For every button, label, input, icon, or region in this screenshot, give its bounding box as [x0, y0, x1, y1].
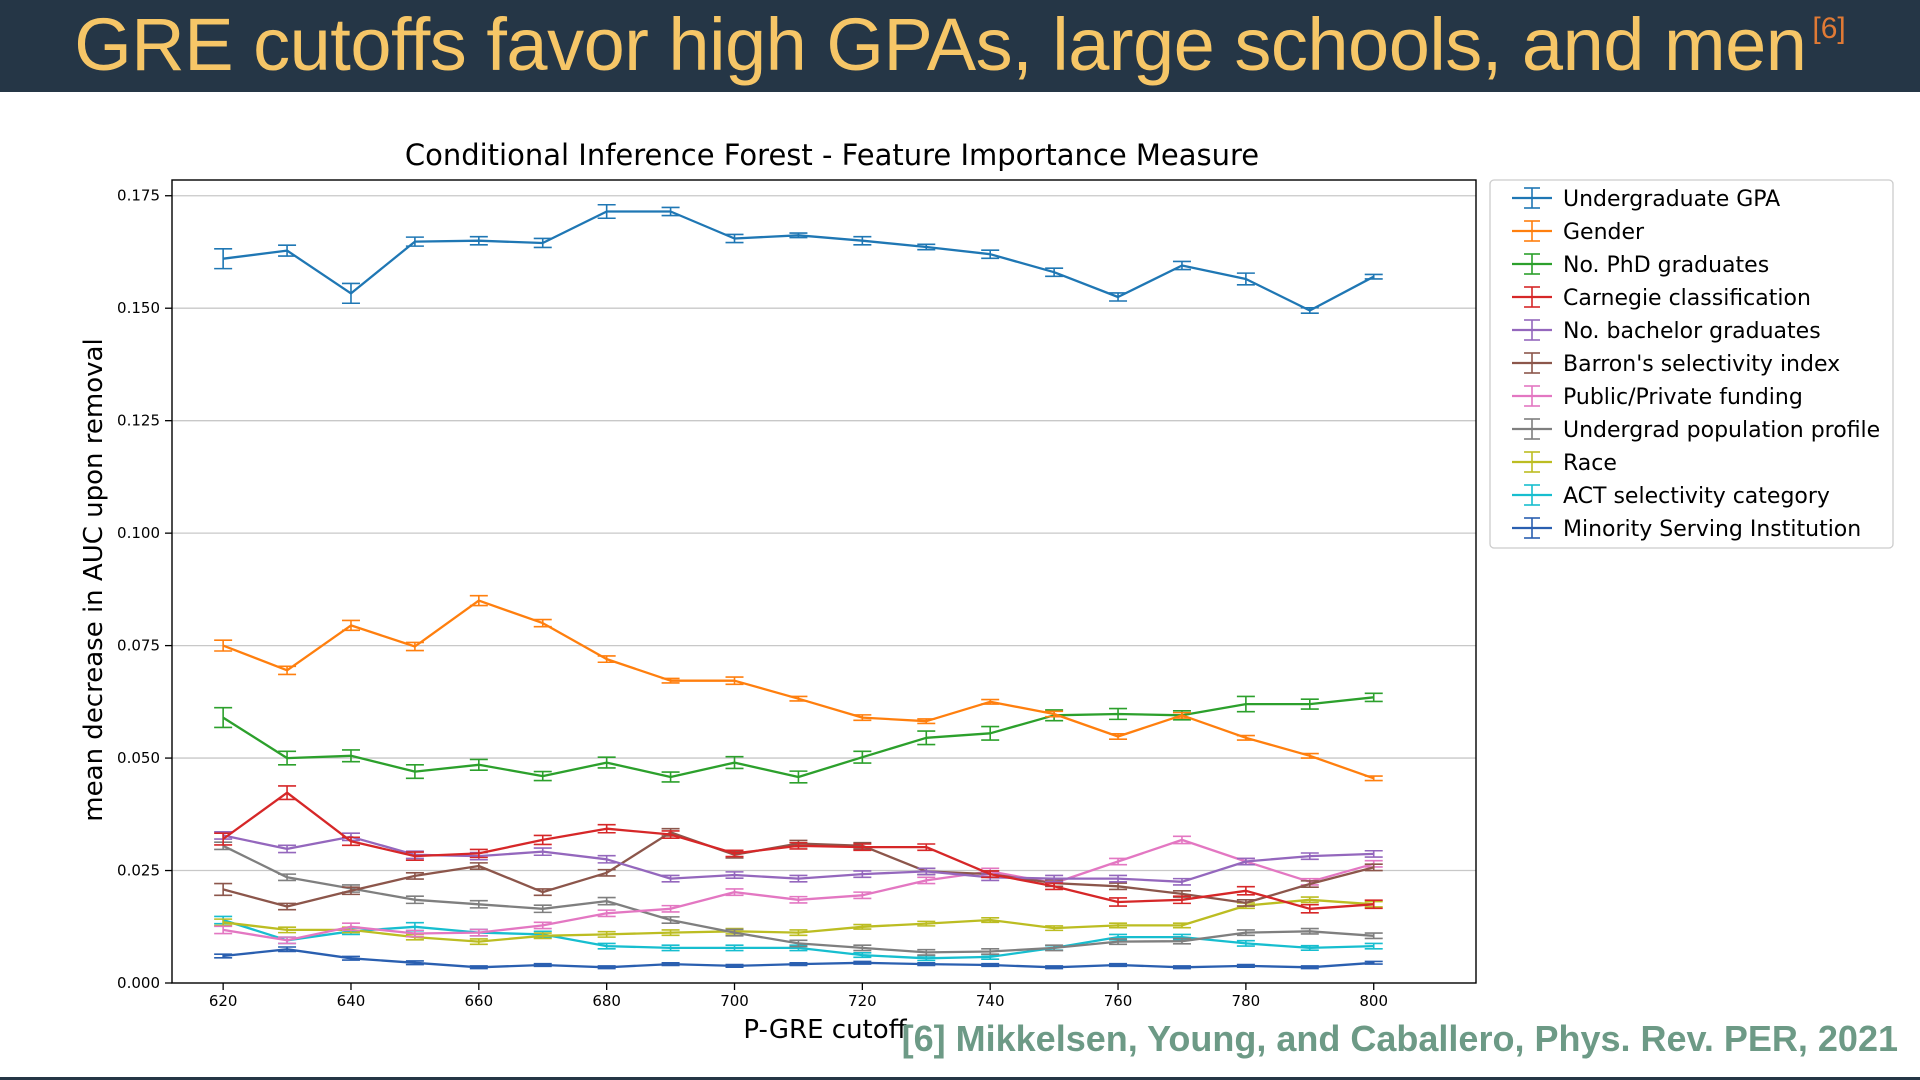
series: [214, 946, 1383, 970]
x-tick-label: 800: [1359, 992, 1388, 1010]
y-tick-label: 0.100: [117, 524, 160, 542]
legend-entry: Barron's selectivity index: [1512, 352, 1840, 377]
legend-label: Gender: [1563, 220, 1645, 245]
y-tick-label: 0.125: [117, 412, 160, 430]
chart-title: Conditional Inference Forest - Feature I…: [405, 138, 1259, 172]
legend-entry: ACT selectivity category: [1512, 484, 1830, 509]
legend-label: ACT selectivity category: [1563, 484, 1830, 509]
x-tick-label: 640: [337, 992, 366, 1010]
legend-entry: Public/Private funding: [1512, 385, 1803, 410]
title-bar: GRE cutoffs favor high GPAs, large schoo…: [0, 0, 1920, 92]
y-tick-label: 0.050: [117, 749, 160, 767]
series-line: [222, 838, 1375, 942]
y-tick-label: 0.000: [117, 974, 160, 992]
bottom-rule: [0, 1077, 1920, 1080]
legend-box: [1489, 179, 1894, 549]
series: [214, 594, 1383, 782]
title-reference: [6]: [1812, 12, 1846, 45]
series-line: [222, 599, 1375, 780]
legend-label: Public/Private funding: [1563, 385, 1803, 410]
x-tick-label: 620: [209, 992, 238, 1010]
x-tick-label: 680: [592, 992, 621, 1010]
legend-entry: Gender: [1512, 220, 1645, 245]
legend-label: No. PhD graduates: [1563, 253, 1769, 278]
legend-label: Minority Serving Institution: [1563, 517, 1861, 542]
legend-label: Undergraduate GPA: [1563, 187, 1780, 212]
legend-entry: Minority Serving Institution: [1512, 517, 1861, 542]
series: [214, 835, 1383, 945]
legend-label: Undergrad population profile: [1563, 418, 1880, 443]
y-tick-label: 0.075: [117, 637, 160, 655]
y-tick-label: 0.175: [117, 187, 160, 205]
legend-entry: Undergrad population profile: [1512, 418, 1880, 443]
y-tick-label: 0.150: [117, 299, 160, 317]
y-axis-label: mean decrease in AUC upon removal: [79, 338, 109, 821]
legend-label: Race: [1563, 451, 1617, 476]
series: [214, 203, 1383, 314]
legend-label: Carnegie classification: [1563, 286, 1811, 311]
series-line: [222, 210, 1375, 312]
legend-entry: No. PhD graduates: [1512, 253, 1769, 278]
legend-label: No. bachelor graduates: [1563, 319, 1821, 344]
y-tick-label: 0.025: [117, 862, 160, 880]
x-tick-label: 700: [720, 992, 749, 1010]
x-tick-label: 660: [465, 992, 494, 1010]
series-line: [222, 791, 1374, 910]
legend-label: Barron's selectivity index: [1563, 352, 1840, 377]
x-tick-label: 740: [976, 992, 1005, 1010]
citation: [6] Mikkelsen, Young, and Caballero, Phy…: [901, 1018, 1898, 1059]
legend-entry: Undergraduate GPA: [1512, 187, 1780, 212]
series: [214, 841, 1383, 956]
x-tick-label: 760: [1104, 992, 1133, 1010]
series: [214, 692, 1383, 784]
x-tick-label: 780: [1232, 992, 1261, 1010]
x-axis-label: P-GRE cutoff: [743, 1015, 907, 1045]
series: [214, 785, 1383, 914]
x-tick-label: 720: [848, 992, 877, 1010]
plot-frame: [171, 179, 1477, 984]
legend-entry: Carnegie classification: [1512, 286, 1811, 311]
slide-title: GRE cutoffs favor high GPAs, large schoo…: [74, 3, 1807, 86]
legend-entry: No. bachelor graduates: [1512, 319, 1821, 344]
series-line: [222, 696, 1374, 779]
legend-entry: Race: [1512, 451, 1617, 476]
